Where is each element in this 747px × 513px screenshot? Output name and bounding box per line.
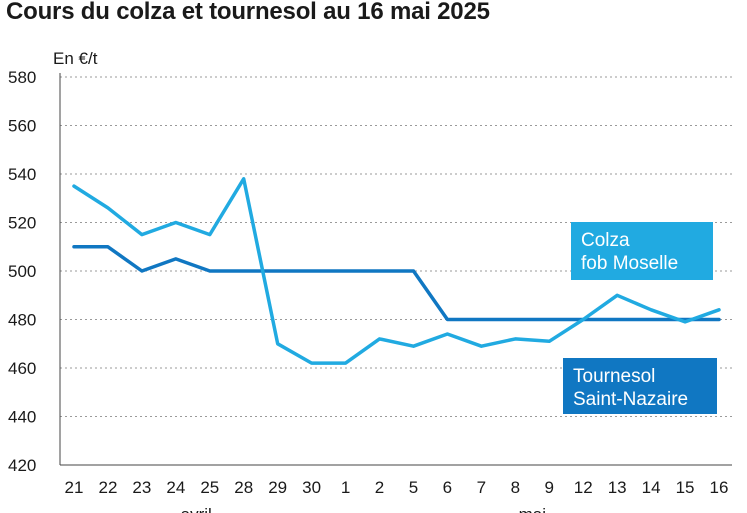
x-tick-label: 2 bbox=[375, 478, 384, 497]
y-tick-label: 580 bbox=[8, 68, 36, 87]
y-tick-label: 480 bbox=[8, 311, 36, 330]
y-tick-label: 440 bbox=[8, 408, 36, 427]
y-axis-unit: En €/t bbox=[53, 49, 98, 68]
x-tick-label: 23 bbox=[132, 478, 151, 497]
month-label-avril: avril bbox=[181, 505, 212, 513]
x-tick-label: 6 bbox=[443, 478, 452, 497]
series-label-text: Tournesol bbox=[573, 366, 655, 387]
x-tick-label: 25 bbox=[200, 478, 219, 497]
x-tick-label: 1 bbox=[341, 478, 350, 497]
x-tick-label: 12 bbox=[574, 478, 593, 497]
series-label-box bbox=[563, 358, 717, 414]
series-label-box bbox=[571, 222, 713, 280]
x-axis-ticks: 21 22 23 24 25 28 29 30 1 2 5 6 7 8 9 12 13 14 15 16 bbox=[65, 478, 729, 497]
y-tick-label: 500 bbox=[8, 262, 36, 281]
x-tick-label: 28 bbox=[234, 478, 253, 497]
x-tick-label: 16 bbox=[710, 478, 729, 497]
x-tick-label: 24 bbox=[166, 478, 185, 497]
month-labels: avril mai bbox=[181, 505, 546, 513]
x-tick-label: 21 bbox=[65, 478, 84, 497]
x-tick-label: 8 bbox=[511, 478, 520, 497]
x-tick-label: 9 bbox=[545, 478, 554, 497]
x-tick-label: 15 bbox=[676, 478, 695, 497]
month-label-mai: mai bbox=[519, 505, 546, 513]
y-tick-label: 520 bbox=[8, 214, 36, 233]
x-tick-label: 30 bbox=[302, 478, 321, 497]
series-line-colza bbox=[72, 177, 721, 365]
y-tick-label: 540 bbox=[8, 165, 36, 184]
x-tick-label: 5 bbox=[409, 478, 418, 497]
x-tick-label: 7 bbox=[477, 478, 486, 497]
x-tick-label: 29 bbox=[268, 478, 287, 497]
x-tick-label: 22 bbox=[98, 478, 117, 497]
series-line-tournesol bbox=[72, 245, 721, 322]
series-label-text: Colza bbox=[581, 230, 630, 251]
y-tick-label: 420 bbox=[8, 456, 36, 475]
axes bbox=[59, 73, 732, 466]
grid bbox=[60, 76, 732, 417]
series-label-text: fob Moselle bbox=[581, 253, 678, 274]
y-tick-label: 460 bbox=[8, 359, 36, 378]
series bbox=[72, 177, 721, 365]
x-tick-label: 14 bbox=[642, 478, 661, 497]
y-axis-ticks: 420 440 460 480 500 520 540 560 580 bbox=[8, 68, 36, 475]
series-label-text: Saint-Nazaire bbox=[573, 389, 688, 410]
x-tick-label: 13 bbox=[608, 478, 627, 497]
y-tick-label: 560 bbox=[8, 117, 36, 136]
chart-title: Cours du colza et tournesol au 16 mai 20… bbox=[6, 0, 490, 25]
